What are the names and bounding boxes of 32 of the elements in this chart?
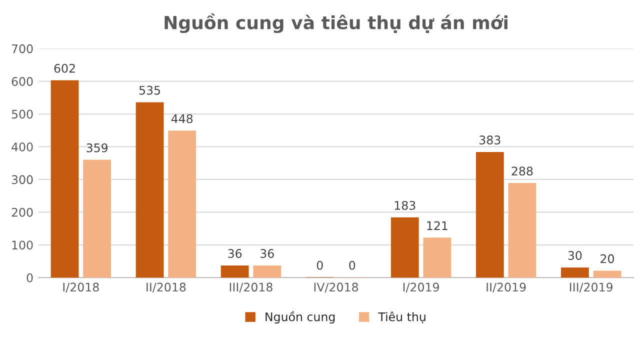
data-label: 448 [171,114,193,124]
y-tick-label: 0 [26,273,33,282]
data-label: 30 [568,251,582,260]
y-tick-label: 600 [12,77,33,86]
x-tick-label: IV/2018 [314,282,358,293]
data-label: 36 [260,249,274,258]
data-label: 0 [349,260,356,270]
x-tick-label: I/2018 [63,282,99,293]
chart-title: Nguồn cung và tiêu thụ dự án mới [164,13,508,34]
data-label: 359 [86,143,108,152]
y-tick-label: 500 [12,110,33,119]
y-tick-label: 300 [12,175,33,184]
y-tick-label: 100 [12,240,33,250]
data-label: 288 [512,166,533,176]
y-tick-label: 200 [12,208,33,217]
data-label: 0 [316,260,323,270]
data-label: 535 [139,86,160,95]
x-tick-label: III/2018 [230,282,272,293]
y-tick-label: 400 [12,142,33,152]
y-tick-label: 700 [12,44,33,54]
data-label: 20 [600,254,614,264]
x-tick-label: I/2019 [403,282,439,293]
data-label: 183 [394,200,416,210]
data-label: 383 [480,136,500,144]
data-label: 36 [228,249,242,258]
x-tick-label: II/2019 [486,282,526,293]
x-tick-label: III/2019 [570,282,612,293]
x-tick-label: II/2018 [146,282,186,293]
legend-label: Tiêu thụ [378,312,426,324]
data-label: 602 [54,64,75,73]
legend-label: Nguồn cung [266,311,335,324]
data-label: 121 [427,221,448,230]
